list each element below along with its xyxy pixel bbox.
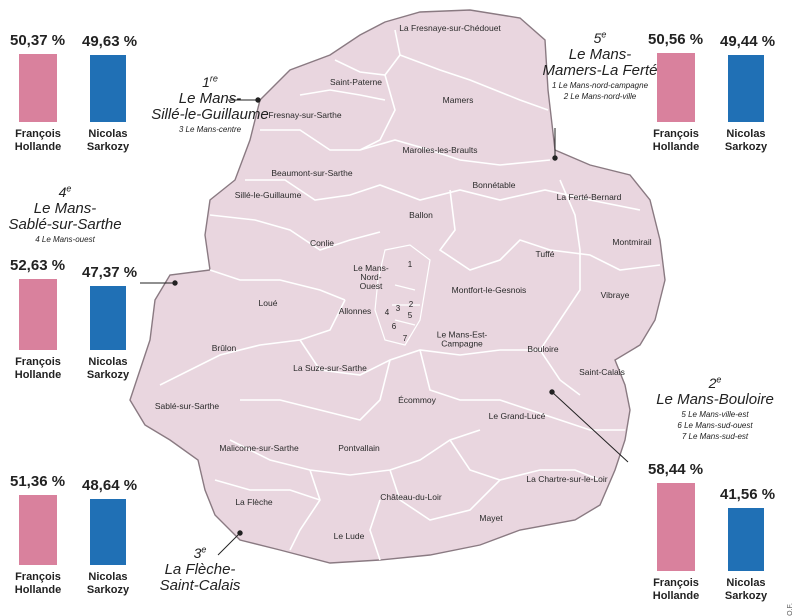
canton-label: Conlie	[310, 238, 334, 248]
sarkozy-bar	[728, 508, 764, 571]
hollande-percent: 58,44 %	[648, 461, 704, 478]
hollande-name: François Hollande	[14, 571, 62, 596]
circ-2-label: 2e Le Mans-Bouloire 5 Le Mans-ville-est 6…	[645, 374, 785, 443]
circ-1-name: Le Mans- Sillé-le-Guillaume	[151, 90, 269, 124]
circ-2-name: Le Mans-Bouloire	[656, 391, 774, 409]
canton-label: La Chartre-sur-le-Loir	[526, 474, 607, 484]
hollande-name: François Hollande	[14, 128, 62, 153]
mans-canton-number: 7	[403, 334, 408, 343]
canton-label: Mamers	[443, 95, 474, 105]
sarkozy-name: Nicolas Sarkozy	[86, 128, 130, 153]
sarkozy-bar	[90, 286, 126, 350]
canton-label: Pontvallain	[338, 443, 380, 453]
circ-3-label: 3e La Flèche- Saint-Calais	[145, 544, 255, 595]
result-panel-c4: 52,63 % 47,37 % François Hollande Nicolas Sar…	[10, 250, 150, 385]
canton-label: Montmirail	[612, 237, 651, 247]
sarkozy-percent: 49,44 %	[720, 33, 776, 50]
canton-label: Beaumont-sur-Sarthe	[271, 168, 353, 178]
canton-label: Brûlon	[212, 343, 237, 353]
department-outline	[129, 9, 666, 564]
hollande-percent: 51,36 %	[10, 473, 66, 490]
hollande-name: François Hollande	[652, 577, 700, 602]
canton-label: Malicorne-sur-Sarthe	[219, 443, 299, 453]
sarkozy-bar	[90, 499, 126, 565]
sarkozy-percent: 48,64 %	[82, 477, 138, 494]
hollande-percent: 52,63 %	[10, 257, 66, 274]
canton-label: Le Mans-Nord-Ouest	[353, 263, 389, 291]
hollande-percent: 50,56 %	[648, 31, 704, 48]
hollande-bar	[19, 279, 57, 350]
canton-label: Le Lude	[334, 531, 365, 541]
sarkozy-bar	[90, 55, 126, 122]
hollande-name: François Hollande	[14, 356, 62, 381]
canton-label: Écommoy	[398, 395, 437, 405]
circ-3-name: La Flèche- Saint-Calais	[159, 561, 241, 595]
hollande-bar	[19, 54, 57, 122]
canton-label: Saint-Paterne	[330, 77, 382, 87]
mans-canton-number: 5	[408, 311, 413, 320]
canton-label: Château-du-Loir	[380, 492, 442, 502]
mans-canton-number: 3	[396, 304, 401, 313]
hollande-bar	[657, 53, 695, 122]
sarkozy-percent: 41,56 %	[720, 486, 776, 503]
canton-label: La Ferté-Bernard	[557, 192, 622, 202]
mans-canton-number: 1	[408, 260, 413, 269]
circ-4-label: 4e Le Mans- Sablé-sur-Sarthe 4 Le Mans-ou…	[0, 183, 130, 246]
result-panel-c2: 58,44 % 41,56 % François Hollande Nicolas Sar…	[648, 455, 788, 605]
canton-label: Fresnay-sur-Sarthe	[268, 110, 341, 120]
result-panel-c1: 50,37 % 49,63 % François Hollande Nicolas Sar…	[10, 22, 150, 162]
sarkozy-name: Nicolas Sarkozy	[724, 128, 768, 153]
canton-label: Allonnes	[339, 306, 372, 316]
credit: O.F.	[787, 603, 794, 616]
mans-canton-number: 4	[385, 308, 390, 317]
hollande-name: François Hollande	[652, 128, 700, 153]
result-panel-c3: 51,36 % 48,64 % François Hollande Nicolas Sar…	[10, 465, 150, 605]
hollande-percent: 50,37 %	[10, 32, 66, 49]
sarkozy-bar	[728, 55, 764, 122]
canton-label: Vibraye	[601, 290, 630, 300]
sarkozy-percent: 47,37 %	[82, 264, 138, 281]
mans-canton-number: 6	[392, 322, 397, 331]
canton-label: Tuffé	[536, 249, 555, 259]
canton-label: La Flèche	[235, 497, 273, 507]
canton-label: La Suze-sur-Sarthe	[293, 363, 367, 373]
leader-lines	[140, 97, 629, 556]
circ-5-label: 5e Le Mans- Mamers-La Ferté 1 Le Mans-nor…	[530, 29, 670, 103]
hollande-bar	[19, 495, 57, 565]
sarkozy-name: Nicolas Sarkozy	[86, 356, 130, 381]
canton-label: Sablé-sur-Sarthe	[155, 401, 220, 411]
sarkozy-name: Nicolas Sarkozy	[724, 577, 768, 602]
canton-label: Mayet	[479, 513, 503, 523]
sarkozy-percent: 49,63 %	[82, 33, 138, 50]
hollande-bar	[657, 483, 695, 571]
circ-1-label: 1re Le Mans- Sillé-le-Guillaume 3 Le Mans…	[140, 73, 280, 136]
canton-label: Ballon	[409, 210, 433, 220]
canton-borders	[159, 29, 661, 561]
mans-canton-number: 2	[409, 300, 414, 309]
canton-label: Sillé-le-Guillaume	[235, 190, 302, 200]
canton-label: Le Mans-Est-Campagne	[437, 330, 488, 349]
result-panel-c5: 50,56 % 49,44 % François Hollande Nicolas Sar…	[648, 22, 788, 162]
canton-label: La Fresnaye-sur-Chédouet	[399, 23, 501, 33]
circ-4-name: Le Mans- Sablé-sur-Sarthe	[8, 200, 122, 234]
circ-5-name: Le Mans- Mamers-La Ferté	[542, 46, 658, 80]
canton-label: Saint-Calais	[579, 367, 625, 377]
canton-label: Le Grand-Lucé	[489, 411, 546, 421]
canton-label: Montfort-le-Gesnois	[452, 285, 527, 295]
sarkozy-name: Nicolas Sarkozy	[86, 571, 130, 596]
canton-label: Bouloire	[527, 344, 558, 354]
canton-label: Marolles-les-Braults	[402, 145, 477, 155]
canton-label: Loué	[259, 298, 278, 308]
canton-label: Bonnétable	[472, 180, 515, 190]
